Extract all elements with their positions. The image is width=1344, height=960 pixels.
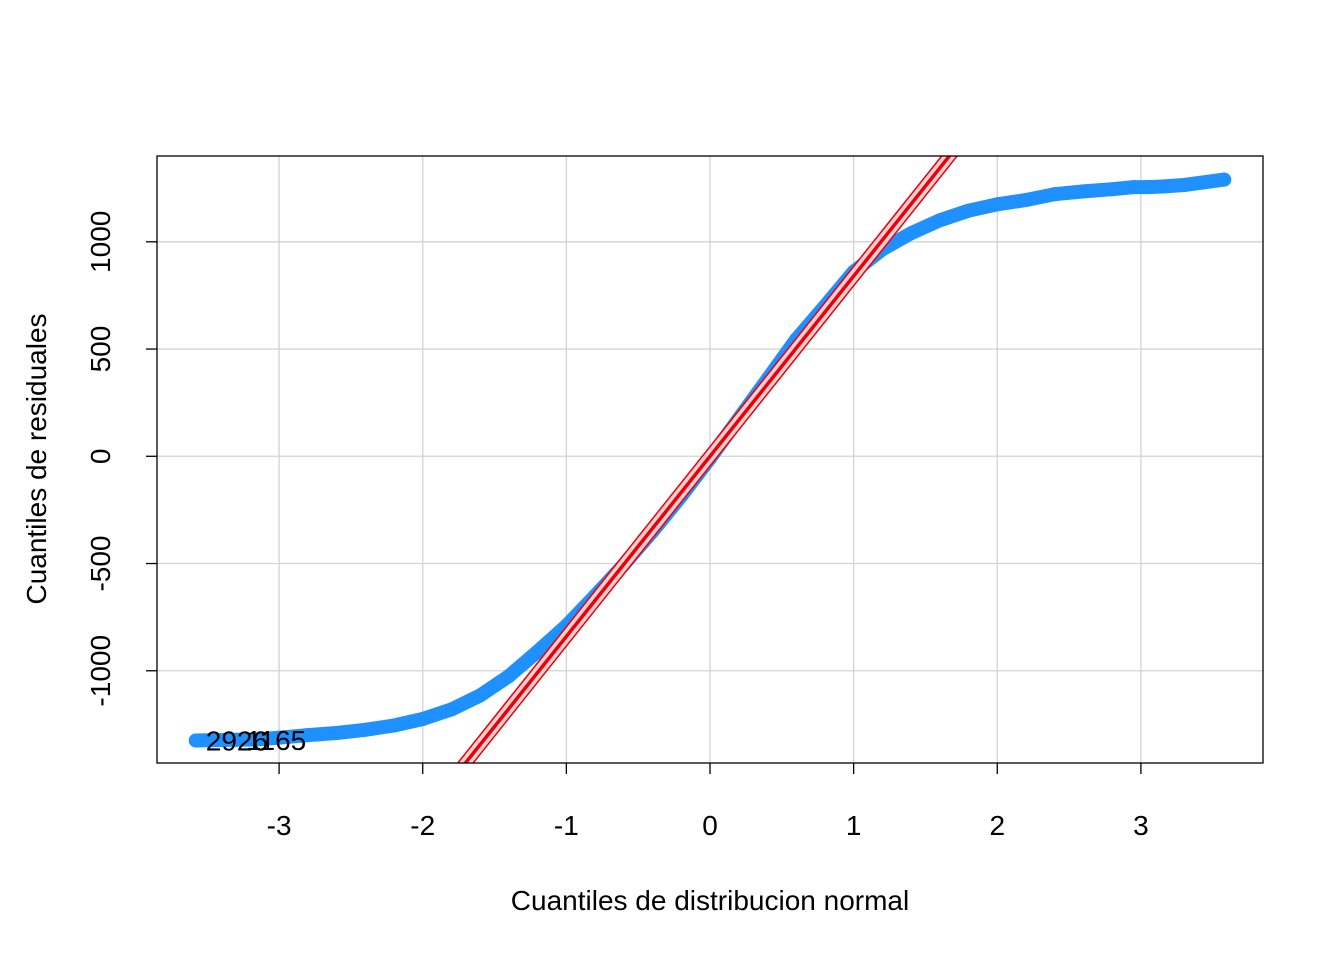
residual-point bbox=[1141, 180, 1156, 195]
residual-point bbox=[358, 722, 373, 737]
x-axis-title: Cuantiles de distribucion normal bbox=[511, 885, 909, 916]
residual-point bbox=[473, 688, 488, 703]
reference-line bbox=[463, 156, 952, 763]
residual-point bbox=[1126, 180, 1141, 195]
residual-point bbox=[1217, 172, 1232, 187]
residual-point bbox=[990, 197, 1005, 212]
residual-point bbox=[1105, 182, 1120, 197]
outlier-label: 1165 bbox=[246, 725, 306, 756]
residual-point bbox=[1177, 177, 1191, 192]
residual-point bbox=[250, 732, 265, 747]
x-tick-label: 1 bbox=[846, 810, 862, 841]
residual-point bbox=[501, 669, 516, 684]
y-tick-label: -1000 bbox=[85, 635, 116, 707]
y-tick-label: 0 bbox=[85, 448, 116, 464]
y-tick-label: 1000 bbox=[85, 211, 116, 273]
x-tick-label: -1 bbox=[554, 810, 579, 841]
residual-point bbox=[530, 644, 545, 659]
residual-point bbox=[1076, 184, 1091, 199]
y-axis: -1000 -500 0 500 1000 bbox=[85, 211, 157, 707]
residual-point bbox=[415, 712, 430, 727]
residual-point bbox=[188, 733, 203, 748]
grid bbox=[157, 156, 1263, 763]
outlier-label: 2926 bbox=[206, 725, 268, 756]
residual-point bbox=[1019, 192, 1033, 207]
residual-point bbox=[444, 702, 459, 717]
residual-point bbox=[1047, 187, 1062, 202]
residual-point bbox=[300, 728, 315, 743]
x-tick-label: -3 bbox=[267, 810, 292, 841]
y-tick-label: 500 bbox=[85, 326, 116, 373]
reference-line-layer bbox=[456, 156, 959, 763]
x-axis: -3 -2 -1 0 1 2 3 bbox=[267, 763, 1149, 841]
residual-point bbox=[904, 226, 919, 241]
x-tick-label: 0 bbox=[702, 810, 718, 841]
residual-point bbox=[272, 730, 287, 745]
x-tick-label: -2 bbox=[410, 810, 435, 841]
residual-point bbox=[229, 732, 243, 747]
residual-point bbox=[387, 718, 401, 733]
x-tick-label: 3 bbox=[1133, 810, 1149, 841]
residual-point bbox=[932, 213, 947, 228]
y-tick-label: -500 bbox=[85, 536, 116, 592]
residual-point bbox=[1155, 179, 1170, 194]
residual-point bbox=[329, 725, 344, 740]
residual-point bbox=[961, 203, 976, 218]
x-tick-label: 2 bbox=[989, 810, 1005, 841]
y-axis-title: Cuantiles de residuales bbox=[21, 313, 52, 604]
